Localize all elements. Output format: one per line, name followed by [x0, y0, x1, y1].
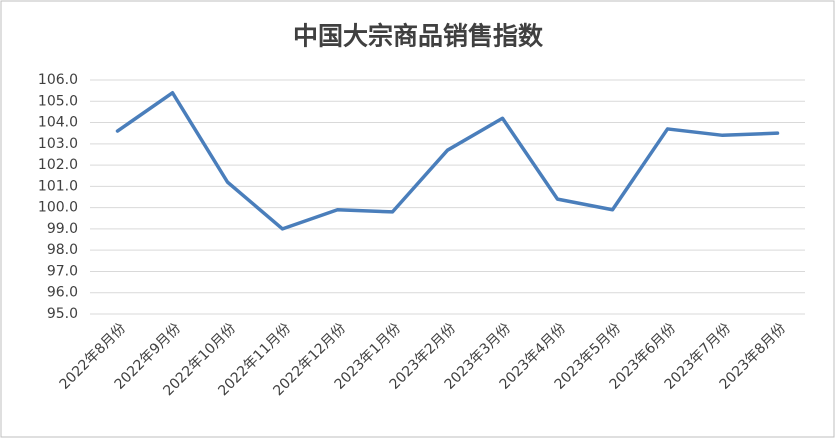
y-tick-label: 99.0 — [47, 221, 78, 237]
y-tick-label: 105.0 — [38, 93, 78, 109]
y-tick-label: 101.0 — [38, 178, 78, 194]
line-series — [115, 91, 780, 231]
y-tick-label: 97.0 — [47, 263, 78, 279]
y-tick-label: 96.0 — [47, 285, 78, 301]
y-tick-label: 103.0 — [38, 136, 78, 152]
y-tick-label: 106.0 — [38, 72, 78, 88]
y-tick-label: 102.0 — [38, 157, 78, 173]
y-tick-label: 95.0 — [47, 306, 78, 322]
y-tick-label: 98.0 — [47, 242, 78, 258]
y-tick-label: 104.0 — [38, 115, 78, 131]
y-tick-label: 100.0 — [38, 200, 78, 216]
chart-title: 中国大宗商品销售指数 — [293, 22, 544, 51]
